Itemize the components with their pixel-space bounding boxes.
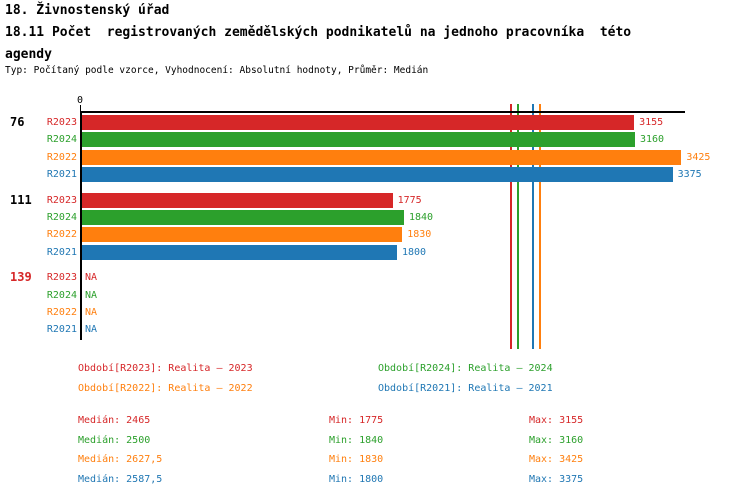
stat-median: Medián: 2465 bbox=[78, 415, 151, 426]
series-label-R2022: R2022 bbox=[46, 307, 77, 318]
chart-area: 0 76 R2023 3155 R2024 3160 R2022 3425 R2021 3375… bbox=[10, 95, 711, 349]
bar-value-label: 1800 bbox=[402, 246, 427, 258]
legend-item-R2022: Období[R2022]: Realita – 2022 bbox=[78, 383, 253, 394]
x-axis-tick bbox=[80, 105, 81, 112]
bar-value-label: 1775 bbox=[397, 194, 422, 206]
group-label: 111 bbox=[10, 192, 32, 207]
series-label-R2021: R2021 bbox=[46, 168, 77, 180]
x-axis-line bbox=[80, 111, 685, 113]
stat-max: Max: 3375 bbox=[529, 474, 584, 486]
series-label-R2023: R2023 bbox=[46, 194, 77, 206]
legend-item-R2021: Období[R2021]: Realita – 2021 bbox=[378, 383, 553, 394]
stat-min: Min: 1800 bbox=[329, 474, 384, 486]
stat-max: Max: 3155 bbox=[529, 415, 584, 426]
bar-R2021 bbox=[82, 244, 397, 260]
series-label-R2024: R2024 bbox=[46, 134, 77, 146]
bar-value-label: NA bbox=[85, 324, 98, 336]
bar-value-label: NA bbox=[85, 272, 98, 284]
bar-R2024 bbox=[82, 132, 635, 148]
bar-R2024 bbox=[82, 210, 404, 225]
median-line-R2022 bbox=[538, 104, 541, 349]
group-label: 76 bbox=[10, 115, 25, 129]
series-label-R2021: R2021 bbox=[46, 324, 77, 336]
x-axis-zero-label: 0 bbox=[76, 95, 84, 106]
stat-min: Min: 1840 bbox=[329, 434, 384, 446]
legend-item-R2023: Období[R2023]: Realita – 2023 bbox=[78, 363, 253, 374]
stat-median: Medián: 2627,5 bbox=[78, 454, 163, 466]
series-label-R2023: R2023 bbox=[46, 272, 77, 284]
bar-value-label: 1830 bbox=[407, 229, 432, 241]
series-label-R2024: R2024 bbox=[46, 289, 77, 301]
stat-max: Max: 3160 bbox=[529, 434, 584, 446]
series-label-R2024: R2024 bbox=[46, 212, 77, 223]
stat-median: Medián: 2587,5 bbox=[78, 474, 163, 486]
group-label: 139 bbox=[10, 270, 32, 285]
bar-value-label: 1840 bbox=[409, 212, 434, 223]
stat-min: Min: 1830 bbox=[329, 454, 384, 466]
bar-R2022 bbox=[82, 227, 403, 243]
stat-median: Medián: 2500 bbox=[78, 434, 151, 446]
report-subtitle-line1: 18.11 Počet registrovaných zemědělských … bbox=[5, 25, 632, 40]
series-label-R2022: R2022 bbox=[46, 151, 77, 163]
legend-item-R2024: Období[R2024]: Realita – 2024 bbox=[378, 363, 553, 374]
bar-value-label: NA bbox=[85, 289, 98, 301]
bar-value-label: 3425 bbox=[686, 151, 711, 163]
y-axis-line bbox=[80, 111, 82, 340]
bar-value-label: 3160 bbox=[640, 134, 665, 146]
bar-R2022 bbox=[82, 149, 682, 165]
series-label-R2023: R2023 bbox=[46, 117, 77, 128]
stat-max: Max: 3425 bbox=[529, 454, 584, 466]
median-line-R2024 bbox=[516, 104, 519, 349]
median-line-R2023 bbox=[510, 104, 513, 349]
bar-value-label: 3155 bbox=[639, 117, 664, 128]
bar-value-label: 3375 bbox=[677, 168, 702, 180]
bar-R2021 bbox=[82, 166, 673, 182]
series-label-R2022: R2022 bbox=[46, 229, 77, 241]
bar-R2023 bbox=[82, 115, 635, 130]
report-title: 18. Živnostenský úřad bbox=[5, 3, 170, 18]
median-line-R2021 bbox=[531, 104, 534, 349]
stat-min: Min: 1775 bbox=[329, 415, 384, 426]
bar-R2023 bbox=[82, 192, 393, 208]
series-label-R2021: R2021 bbox=[46, 246, 77, 258]
report-meta: Typ: Počítaný podle vzorce, Vyhodnocení:… bbox=[5, 65, 429, 76]
report-subtitle-line2: agendy bbox=[5, 47, 52, 62]
bar-value-label: NA bbox=[85, 307, 98, 318]
